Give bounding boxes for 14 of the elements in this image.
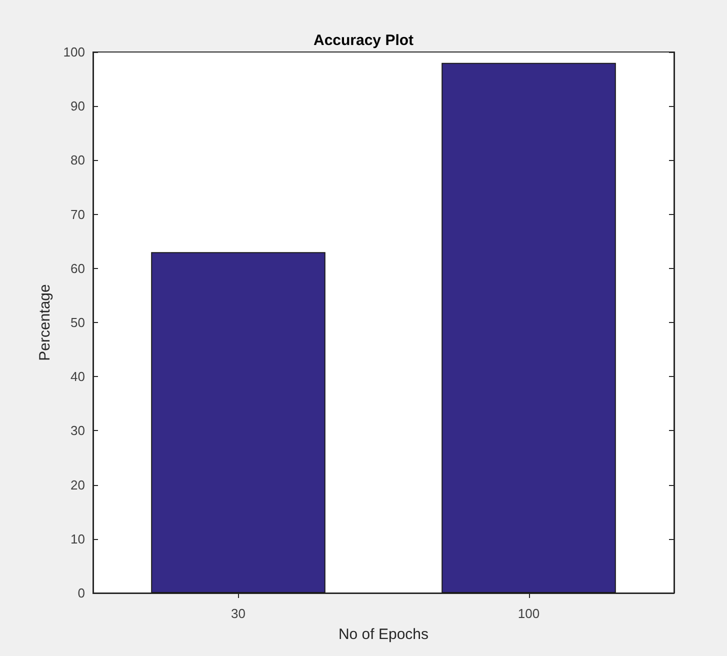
y-tick-label: 50 [70, 315, 85, 330]
y-tick-label: 30 [70, 423, 85, 438]
y-tick-label: 90 [70, 98, 85, 114]
y-tick-label: 100 [63, 44, 85, 60]
y-tick-label: 70 [70, 206, 85, 222]
y-tick-label: 80 [70, 152, 85, 168]
y-tick-label: 10 [70, 531, 85, 546]
y-tick-label: 40 [70, 369, 85, 384]
y-axis-title: Percentage [36, 284, 54, 361]
chart-title: Accuracy Plot [313, 32, 414, 49]
y-tick-label: 20 [70, 477, 85, 492]
x-axis-title: No of Epochs [338, 626, 429, 643]
y-tick-label: 0 [78, 586, 85, 600]
y-tick-label: 60 [70, 260, 85, 276]
